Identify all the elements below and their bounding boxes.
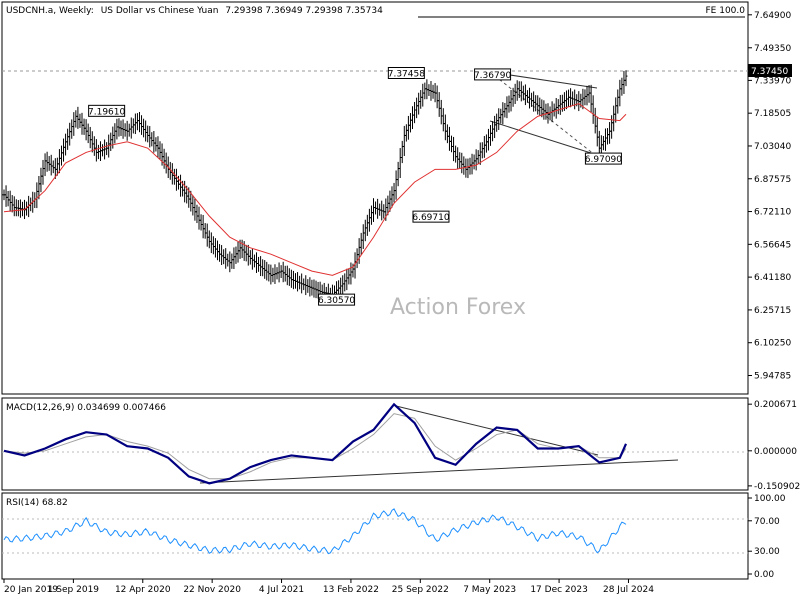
x-tick-label: 28 Jul 2024 [603, 585, 654, 595]
price-y-tick-label: 5.94785 [754, 371, 791, 381]
annotation-label: 6.97090 [585, 155, 622, 165]
macd-y-tick-label: 0.000000 [754, 447, 797, 457]
macd-line [3, 402, 628, 485]
price-y-tick-label: 7.03040 [754, 142, 791, 152]
macd-title: MACD(12,26,9) 0.034699 0.007466 [6, 403, 166, 413]
price-lines-group [3, 103, 627, 276]
rsi-line [3, 508, 627, 555]
price-annotation: 6.30570 [318, 293, 356, 306]
x-tick-label: 22 Nov 2020 [183, 585, 241, 595]
x-tick-label: 25 Sep 2022 [392, 585, 449, 595]
annotation-box [387, 66, 425, 79]
symbol-label: USDCNH.a, Weekly: [6, 6, 94, 16]
rsi-panel [1, 492, 749, 580]
rsi-y-tick-label: 0.00 [754, 570, 774, 580]
macd-lines-group [3, 402, 628, 485]
ohlc-values: 7.29398 7.36949 7.29398 7.35734 [225, 6, 383, 16]
watermark: Action Forex [390, 295, 526, 320]
rsi-y-tick-label: 100.00 [754, 494, 786, 504]
rsi-title: RSI(14) 68.82 [6, 498, 68, 508]
chart-header: USDCNH.a, Weekly: US Dollar vs Chinese Y… [6, 6, 383, 16]
annotation-label: 7.37458 [388, 69, 425, 79]
price-annotation: 6.97090 [584, 152, 622, 165]
x-tick-label: 12 Apr 2020 [115, 585, 171, 595]
annotation-box [412, 210, 450, 223]
annotation-label: 7.36790 [474, 71, 511, 81]
annotations-group: 7.19610 6.30570 7.37458 6.69710 7.36790 6.970… [88, 66, 622, 306]
x-tick-label: 7 May 2023 [463, 585, 516, 595]
price-y-tick-label: 6.41180 [754, 273, 791, 283]
price-annotation: 7.19610 [88, 104, 126, 117]
annotation-box [584, 152, 622, 165]
annotation-box [474, 68, 512, 81]
price-annotation: 6.69710 [412, 210, 450, 223]
rsi-y-tick-label: 30.00 [754, 547, 780, 557]
price-y-tick-label: 6.25715 [754, 306, 791, 316]
x-tick-label: 17 Dec 2023 [530, 585, 588, 595]
macd-lower-trendline [199, 459, 679, 484]
current-price-label: 7.37450 [751, 67, 788, 77]
price-y-tick-label: 7.18505 [754, 109, 791, 119]
price-y-tick-label: 7.33970 [754, 76, 791, 86]
x-tick-label: 20 Jan 2019 [4, 585, 58, 595]
dashed-fib-line [489, 71, 596, 156]
annotation-label: 7.19610 [88, 107, 125, 117]
price-panel [1, 1, 749, 395]
moving-average-line [3, 103, 627, 276]
macd-y-tick-label: -0.150902 [754, 482, 800, 492]
annotation-label: 6.69710 [412, 213, 449, 223]
price-annotation: 7.37458 [387, 66, 425, 79]
x-tick-label: 4 Jul 2021 [259, 585, 304, 595]
fe-label: FE 100.0 [706, 6, 746, 16]
macd-panel [1, 397, 749, 491]
price-annotation: 7.36790 [474, 68, 512, 81]
price-y-tick-label: 7.49350 [754, 44, 791, 54]
price-y-tick-label: 6.87575 [754, 175, 791, 185]
annotation-label: 6.30570 [318, 296, 355, 306]
annotation-box [88, 104, 126, 117]
price-y-tick-label: 6.72110 [754, 208, 791, 218]
symbol-description: US Dollar vs Chinese Yuan [101, 6, 219, 16]
x-tick-label: 1 Sep 2019 [48, 585, 100, 595]
price-y-tick-label: 6.56645 [754, 240, 791, 250]
price-bars-group [2, 70, 628, 304]
rsi-lines-group [3, 508, 627, 555]
y-axis-ticks: 7.64900 7.49350 7.33970 7.18505 7.03040 6.875… [748, 11, 800, 580]
price-y-tick-label: 6.10250 [754, 339, 791, 349]
current-price-tag [748, 64, 792, 77]
price-y-tick-label: 7.64900 [754, 11, 791, 21]
x-tick-label: 13 Feb 2022 [323, 585, 379, 595]
rsi-y-tick-label: 70.00 [754, 517, 780, 527]
macd-y-tick-label: 0.200671 [754, 400, 797, 410]
annotation-box [318, 293, 356, 306]
